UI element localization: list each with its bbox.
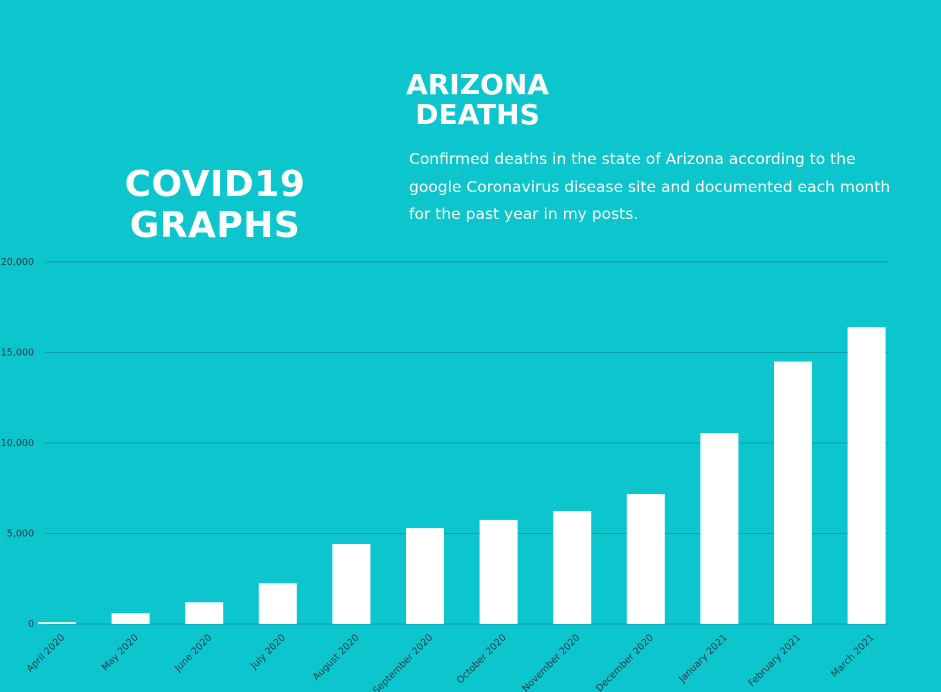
chart-subtitle: Confirmed deaths in the state of Arizona… bbox=[409, 150, 891, 223]
y-tick-label: 20,000 bbox=[1, 257, 34, 268]
x-tick-label: September 2020 bbox=[371, 632, 435, 692]
x-tick-label: December 2020 bbox=[594, 632, 656, 692]
page-heading: COVID19 GRAPHS bbox=[124, 164, 306, 246]
x-tick-label: August 2020 bbox=[311, 632, 362, 683]
y-tick-label: 15,000 bbox=[1, 348, 34, 359]
bar bbox=[700, 433, 739, 624]
bar bbox=[553, 511, 592, 624]
x-tick-label: March 2021 bbox=[829, 632, 876, 679]
bar bbox=[38, 622, 76, 624]
x-tick-label: November 2020 bbox=[520, 632, 582, 692]
bar bbox=[774, 361, 812, 624]
x-tick-label: May 2020 bbox=[100, 632, 141, 673]
bar bbox=[258, 583, 297, 624]
bar bbox=[111, 613, 150, 624]
x-tick-label: January 2021 bbox=[676, 632, 729, 685]
x-tick-label: July 2020 bbox=[248, 632, 288, 672]
bar bbox=[847, 327, 886, 624]
y-tick-label: 5,000 bbox=[7, 529, 34, 540]
bar bbox=[185, 602, 224, 624]
bar bbox=[479, 519, 518, 624]
bar bbox=[406, 528, 444, 624]
y-tick-label: 10,000 bbox=[1, 438, 34, 449]
bar bbox=[332, 543, 371, 624]
y-tick-label: 0 bbox=[28, 619, 34, 630]
bar bbox=[626, 494, 665, 624]
chart-title: ARIZONA DEATHS bbox=[406, 68, 549, 131]
x-tick-label: February 2021 bbox=[746, 632, 803, 689]
x-tick-label: October 2020 bbox=[455, 632, 509, 686]
x-tick-label: April 2020 bbox=[25, 632, 67, 674]
x-tick-label: June 2020 bbox=[172, 632, 214, 674]
